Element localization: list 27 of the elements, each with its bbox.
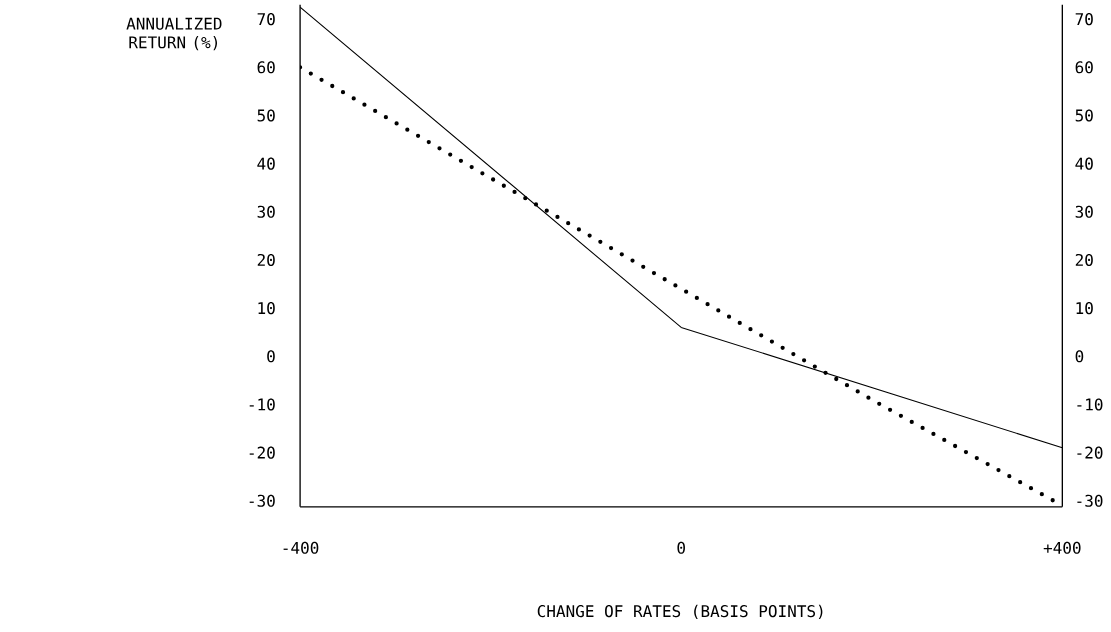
y2-tick-label: -10 bbox=[1077, 398, 1103, 411]
y-tick-label: 30 bbox=[257, 205, 275, 218]
y2-tick-label: 10 bbox=[1076, 301, 1093, 315]
y-tick-label: 50 bbox=[257, 109, 275, 122]
y2-tick-label: 30 bbox=[1075, 205, 1093, 218]
y2-tick-label: 50 bbox=[1075, 109, 1093, 122]
y-tick-label: 60 bbox=[257, 61, 275, 74]
x-tick-label: 0 bbox=[677, 541, 685, 554]
x-tick-label: -400 bbox=[283, 541, 319, 554]
y-axis-title: ANNUALIZED RETURN (%) bbox=[126, 17, 222, 51]
x-axis-title: CHANGE OF RATES (BASIS POINTS) bbox=[537, 604, 823, 619]
y-tick-label: -10 bbox=[249, 398, 275, 411]
y2-tick-label: 70 bbox=[1075, 12, 1093, 26]
y2-tick-label: 60 bbox=[1075, 61, 1093, 74]
y2-tick-label: 0 bbox=[1075, 350, 1084, 363]
y2-tick-label: 20 bbox=[1075, 253, 1093, 266]
y2-tick-label: 40 bbox=[1075, 157, 1093, 170]
y-tick-label: 70 bbox=[257, 12, 275, 26]
y-tick-label: 20 bbox=[257, 253, 275, 266]
y2-tick-label: -20 bbox=[1077, 446, 1103, 459]
y-tick-label: 40 bbox=[257, 157, 275, 170]
y-tick-label: -20 bbox=[249, 446, 275, 459]
y-tick-label: -30 bbox=[249, 494, 275, 507]
x-tick-label: +400 bbox=[1043, 541, 1081, 554]
y-tick-label: 10 bbox=[258, 301, 275, 315]
y2-tick-label: -30 bbox=[1077, 494, 1103, 507]
y-tick-label: 0 bbox=[267, 350, 275, 363]
